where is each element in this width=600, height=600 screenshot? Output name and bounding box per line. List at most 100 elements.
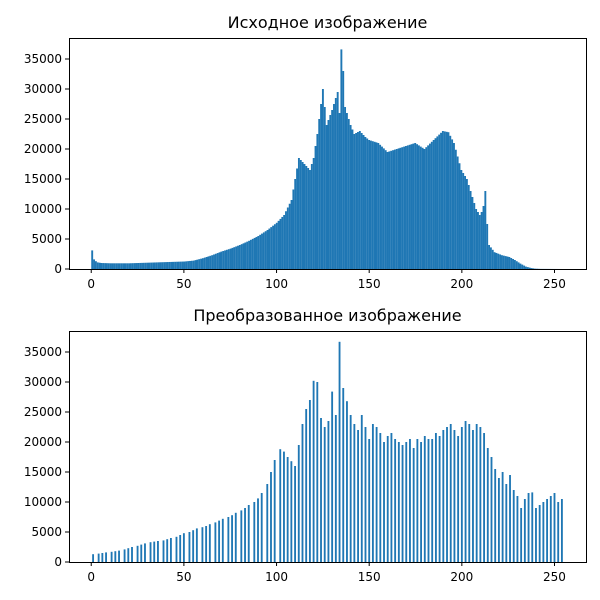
histogram-bar: [172, 261, 175, 269]
histogram-bar: [181, 261, 184, 269]
histogram-bar: [110, 551, 113, 562]
histogram-bar: [399, 147, 402, 269]
histogram-bar: [346, 401, 348, 562]
histogram-bar: [285, 211, 287, 269]
histogram-bar: [366, 138, 369, 269]
histogram-bar: [520, 508, 523, 562]
histogram-bar: [323, 427, 326, 562]
histogram-bar: [408, 144, 411, 269]
x-tick-label: 200: [450, 277, 473, 291]
histogram-bar: [449, 135, 452, 269]
histogram-bar: [434, 433, 437, 562]
histogram-bar: [357, 132, 359, 269]
histogram-bar: [521, 264, 524, 269]
histogram-bar: [168, 261, 171, 269]
histogram-bar: [393, 149, 396, 269]
histogram-bar: [429, 143, 431, 269]
histogram-bar: [386, 436, 389, 562]
histogram-bar: [149, 542, 152, 562]
histogram-bar: [527, 493, 530, 562]
histogram-bar: [214, 522, 217, 562]
histogram-bar: [170, 261, 173, 269]
histogram-bar: [342, 388, 345, 562]
histogram-bar: [362, 135, 365, 269]
histogram-bar: [297, 445, 300, 562]
histogram-bar: [253, 502, 256, 562]
histogram-bar: [475, 209, 478, 269]
histogram-bar: [405, 146, 407, 269]
histogram-bar: [353, 424, 356, 562]
histogram-bar: [195, 528, 198, 562]
histogram-bar: [445, 131, 448, 269]
histogram-bar: [467, 185, 470, 269]
histogram-bar: [421, 147, 424, 269]
histogram-bar: [412, 448, 415, 562]
histogram-bar: [320, 104, 323, 269]
histogram-bar: [248, 240, 251, 269]
chart-title: Исходное изображение: [228, 13, 428, 32]
histogram-bar: [253, 237, 256, 269]
histogram-bar: [414, 143, 417, 269]
histogram-bar: [397, 442, 400, 562]
histogram-bar: [493, 252, 496, 269]
histogram-bar: [131, 263, 134, 269]
histogram-bar: [502, 255, 505, 269]
histogram-bar: [190, 260, 193, 269]
histogram-bar: [321, 89, 324, 269]
histogram-bar: [194, 260, 197, 269]
bars: [91, 49, 562, 270]
histogram-bar: [345, 113, 348, 269]
histogram-bar: [546, 499, 549, 562]
histogram-bar: [329, 115, 332, 269]
histogram-bar: [268, 228, 271, 269]
histogram-bar: [357, 430, 359, 562]
histogram-bar: [137, 263, 140, 269]
histogram-bar: [231, 247, 234, 269]
histogram-bar: [294, 466, 296, 562]
histogram-bar: [491, 249, 494, 269]
histogram-bar: [106, 263, 108, 269]
plot-frame: [69, 38, 587, 270]
histogram-bar: [371, 141, 374, 269]
histogram-bar: [209, 255, 212, 269]
histogram-bar: [115, 263, 118, 269]
y-tick-label: 25000: [24, 405, 62, 419]
histogram-bar: [517, 262, 520, 269]
histogram-bar: [508, 257, 511, 269]
histogram-bar: [277, 220, 280, 269]
histogram-bar: [538, 505, 541, 562]
histogram-bar: [403, 146, 406, 269]
histogram-bar: [220, 251, 223, 269]
histogram-original: Исходное изображение 0 50 100 150 200 250 0 5000…: [24, 13, 587, 291]
histogram-bar: [434, 138, 437, 269]
histogram-bar: [401, 445, 404, 562]
histogram-bar: [153, 541, 156, 562]
histogram-bar: [355, 133, 358, 269]
histogram-bar: [305, 166, 308, 269]
histogram-bar: [486, 224, 489, 269]
histogram-bar: [489, 247, 492, 269]
histogram-bar: [349, 125, 352, 269]
histogram-bar: [451, 139, 454, 269]
histogram-bar: [515, 261, 518, 269]
histogram-bar: [308, 400, 311, 562]
histogram-bar: [255, 236, 258, 269]
histogram-bar: [227, 249, 230, 269]
plot-frame: [69, 331, 587, 563]
histogram-bar: [130, 263, 132, 269]
histogram-bar: [249, 239, 252, 269]
x-tick-label: 200: [450, 570, 473, 584]
histogram-bar: [124, 263, 127, 269]
histogram-bar: [440, 132, 442, 269]
x-tick-label: 0: [87, 277, 95, 291]
histogram-bar: [144, 543, 146, 562]
histogram-bar: [213, 254, 215, 269]
histogram-bar: [97, 553, 100, 562]
histogram-bar: [432, 140, 435, 269]
histogram-bar: [183, 261, 186, 269]
histogram-bar: [360, 133, 363, 269]
histogram-bar: [479, 427, 482, 562]
histogram-bar: [336, 92, 339, 269]
x-tick-label: 100: [265, 277, 288, 291]
histogram-bar: [131, 547, 133, 562]
